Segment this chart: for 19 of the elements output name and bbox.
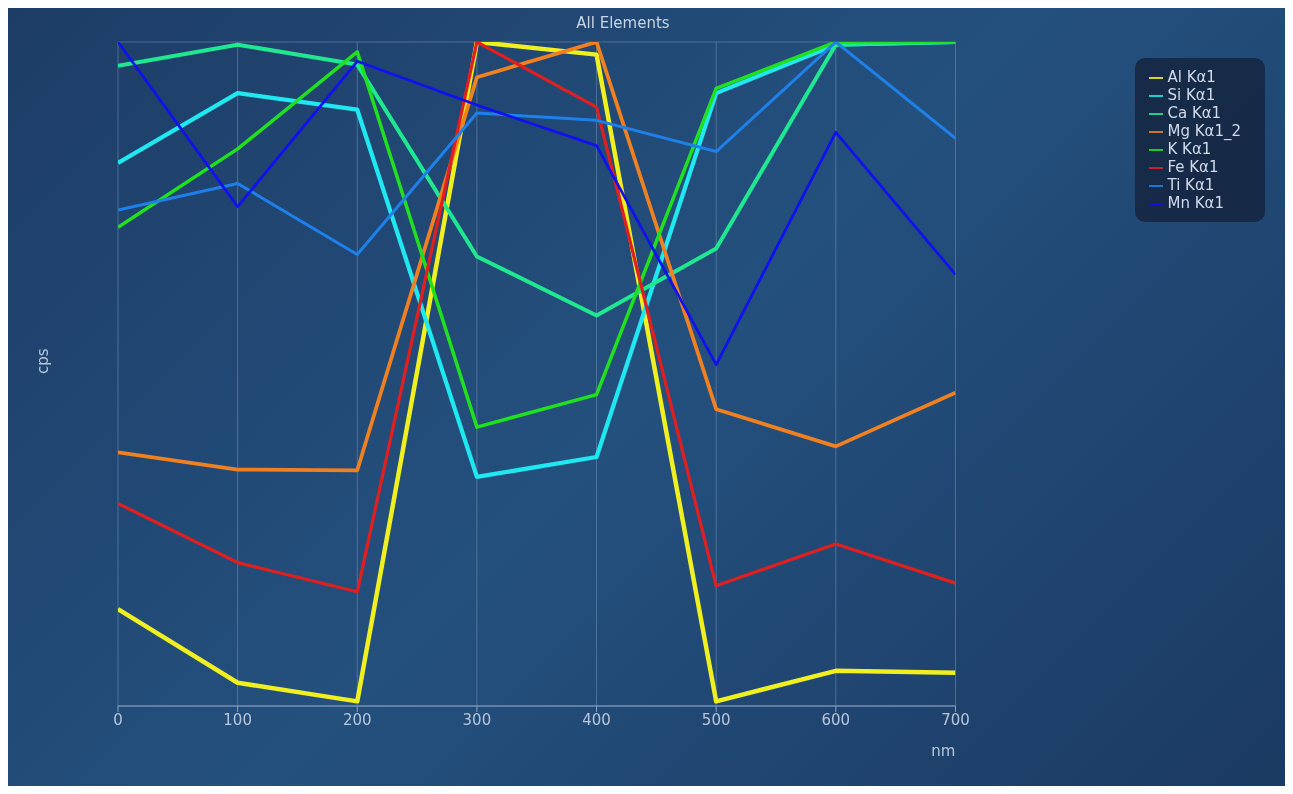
legend-label: Fe Kα1 xyxy=(1167,158,1219,176)
x-tick-label: 100 xyxy=(223,710,252,729)
x-tick-label: 500 xyxy=(701,710,731,729)
y-axis-title: cps xyxy=(34,348,53,374)
legend-label: Ca Kα1 xyxy=(1167,104,1222,122)
x-tick-label: 400 xyxy=(582,710,611,729)
legend-label: Si Kα1 xyxy=(1167,86,1216,104)
legend-label: Mn Kα1 xyxy=(1167,194,1224,212)
x-axis-title: nm xyxy=(931,742,956,760)
x-tick-label: 300 xyxy=(462,710,492,729)
x-tick-label: 600 xyxy=(821,710,851,729)
legend-label: Ti Kα1 xyxy=(1167,176,1215,194)
legend-label: Mg Kα1_2 xyxy=(1167,122,1241,140)
x-tick-label: 200 xyxy=(342,710,372,729)
x-tick-label: 0 xyxy=(113,710,123,729)
x-tick-label: 700 xyxy=(941,710,970,729)
legend-label: K Kα1 xyxy=(1167,140,1212,158)
chart-title: All Elements xyxy=(575,14,671,32)
legend-label: Al Kα1 xyxy=(1167,68,1216,86)
